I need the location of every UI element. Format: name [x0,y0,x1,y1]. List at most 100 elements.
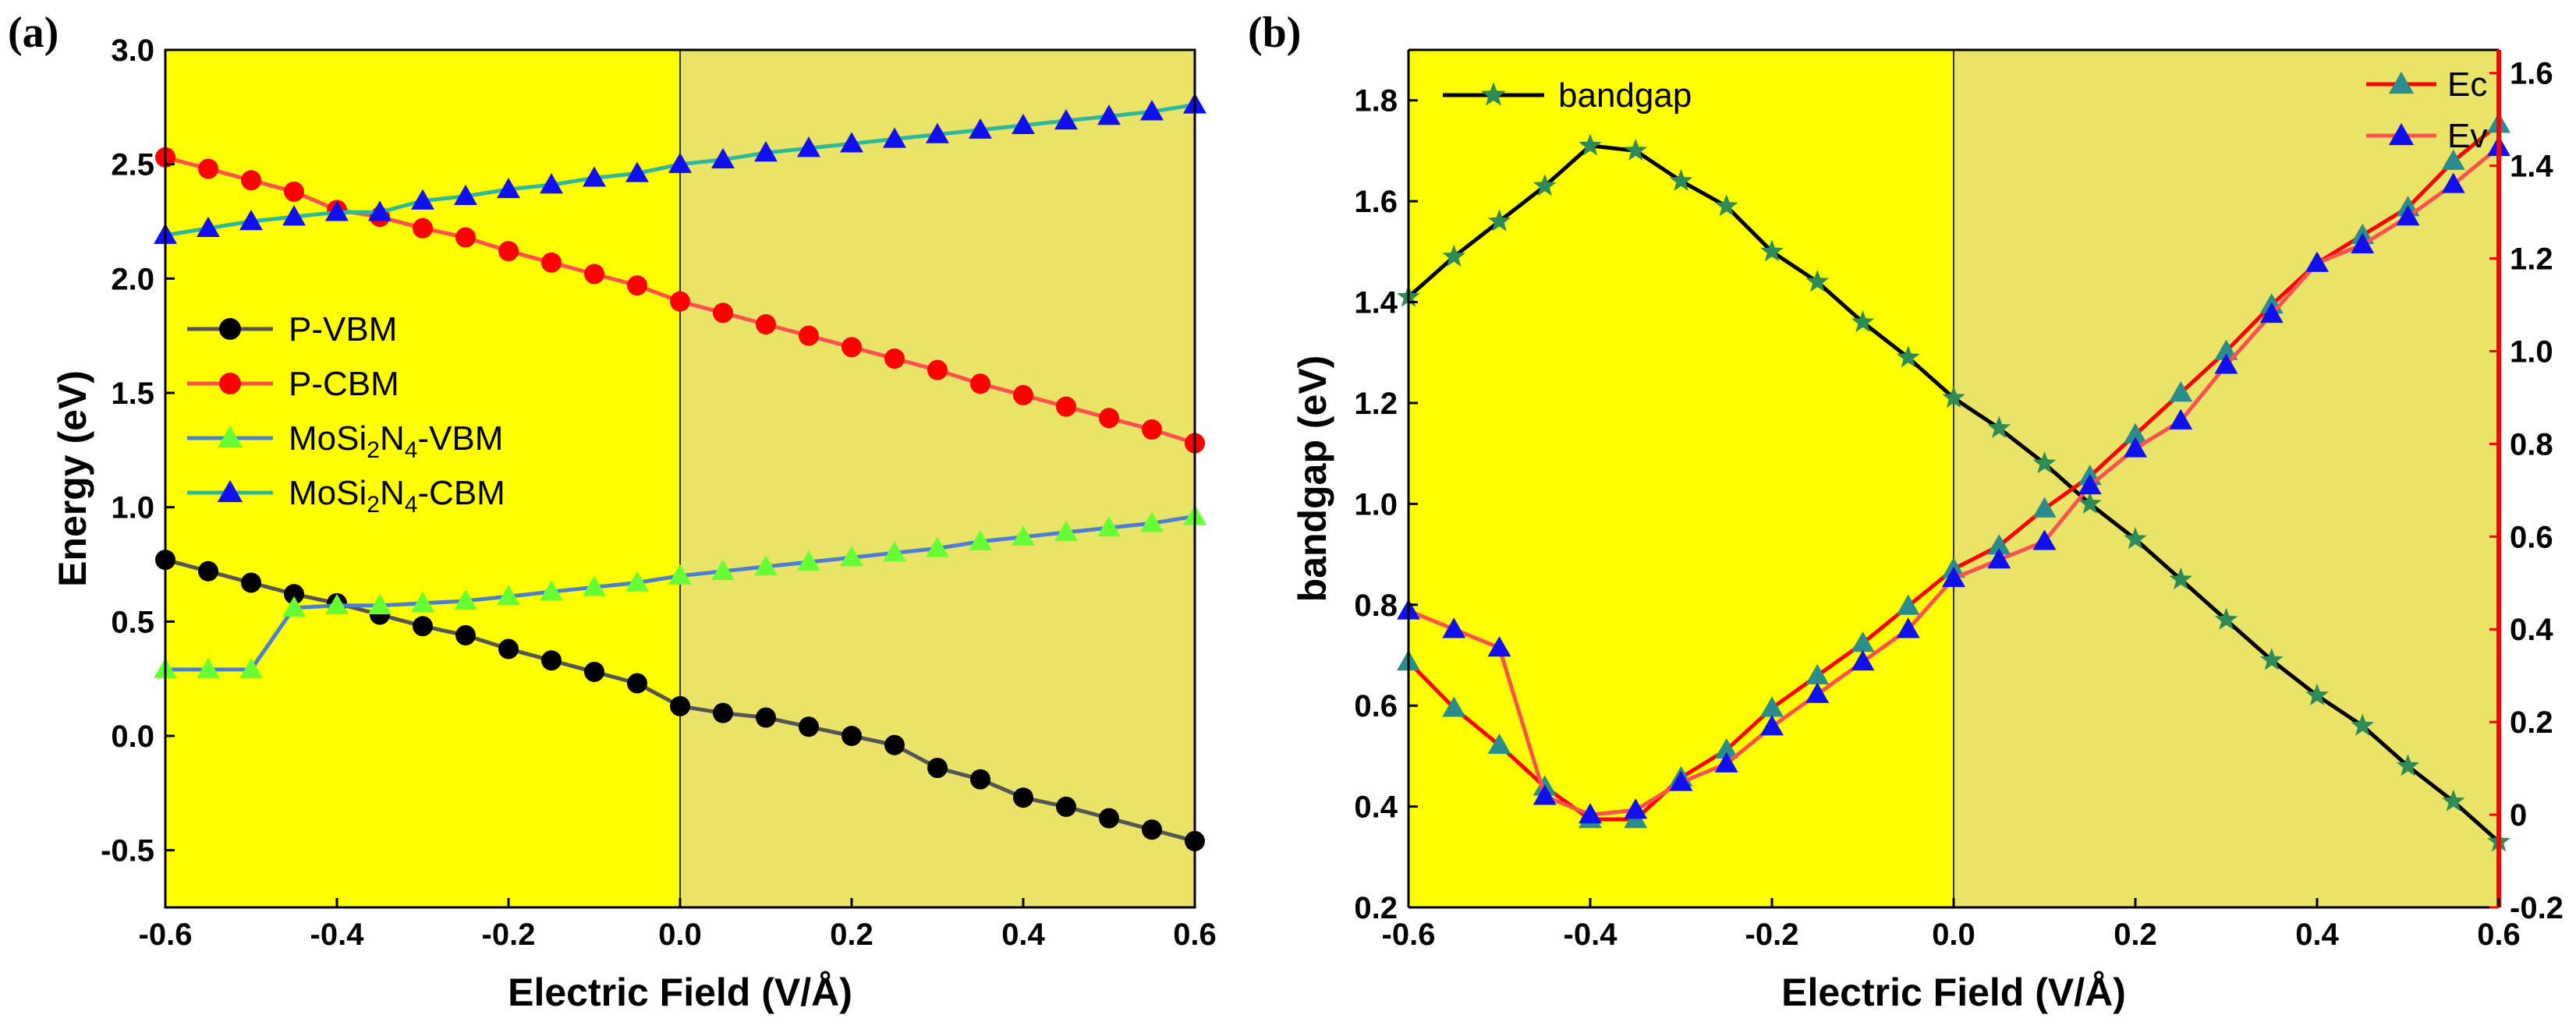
mosi2n4-cbm-point [583,166,606,187]
panel-a-x-axis-title: Electric Field (V/Å) [508,971,852,1014]
mosi2n4-vbm-point [239,657,263,679]
y-tick-label: 3.0 [111,34,154,68]
bandgap-point [2078,491,2102,514]
ev-point [2032,529,2057,550]
y-tick-label: 0.6 [1354,689,1398,723]
bandgap-point [2351,713,2375,736]
panel-a-label: (a) [8,9,58,57]
ev-point [1579,803,1602,824]
panel-b-label: (b) [1248,9,1301,57]
panel-b-bandgap-chart: -0.6 -0.4 -0.2 0.0 0.2 0.4 0.6 0.2 0.4 0.6 0.8 1.0… [1248,9,2564,1014]
x-tick-label: 0.4 [1001,918,1045,952]
y-tick-label: 1.6 [1354,185,1398,219]
ev-point [1805,682,1830,703]
ev-point [2169,408,2193,430]
mosi2n4-vbm-point [197,657,220,679]
p-cbm-point [284,181,304,202]
mosi2n4-cbm-point [282,205,306,226]
y-tick-label: 0.6 [2510,520,2553,554]
mosi2n4-cbm-point [1012,113,1035,135]
panel-a-legend: P-VBM P-CBM MoSi2N4-VBM MoSi2N4-CBM [187,310,505,518]
bandgap-point [1851,309,1875,332]
p-vbm-point [627,673,647,694]
bandgap-point [2259,648,2284,670]
y-tick-label: 1.4 [2510,150,2553,184]
y-tick-label: 0.4 [1354,790,1398,825]
panel-b-legend-right: Ec Ev [2366,65,2487,155]
mosi2n4-vbm-point [1054,520,1078,542]
bandgap-point [1532,174,1557,196]
ec-point [2124,423,2147,444]
mosi2n4-vbm-point [711,559,735,581]
p-vbm-point [670,695,690,716]
p-cbm-point [670,291,690,312]
legend-marker [2388,122,2415,146]
mosi2n4-cbm-series [154,93,1207,244]
bandgap-point [1896,345,1920,368]
p-vbm-point [1056,796,1076,817]
x-tick-label: 0.0 [658,918,702,952]
bandgap-point [2214,607,2238,630]
mosi2n4-cbm-point [454,184,477,205]
p-vbm-point [1142,819,1162,840]
legend-label: Ec [2447,65,2487,104]
legend-marker [2388,71,2415,94]
mosi2n4-vbm-point [754,554,778,576]
legend-marker [217,479,243,503]
x-tick-label: 0.2 [2114,918,2157,952]
p-cbm-point [584,263,604,285]
y-tick-label: 0.8 [2510,427,2553,461]
ec-point [1487,733,1511,755]
panel-b-left-y-axis: 0.2 0.4 0.6 0.8 1.0 1.2 1.4 1.6 1.8 [1354,84,1418,925]
mosi2n4-vbm-point [497,585,520,606]
bandgap-point [1442,244,1466,267]
ec-point [2169,381,2193,402]
mosi2n4-vbm-point [411,591,434,613]
ev-series [1397,135,2510,824]
x-tick-label: -0.4 [1564,918,1618,952]
bandgap-point [2305,683,2329,705]
legend-marker [217,425,243,448]
y-tick-label: -0.2 [2510,891,2564,925]
ev-point [1714,751,1738,773]
x-tick-label: -0.4 [310,918,365,952]
mosi2n4-vbm-point [454,589,477,610]
mosi2n4-vbm-point [625,571,649,592]
panel-a-x-axis: -0.6 -0.4 -0.2 0.0 0.2 0.4 0.6 [139,898,1217,952]
mosi2n4-cbm-point [497,177,520,199]
p-cbm-point [756,314,776,334]
panel-b-legend-left: bandgap [1443,76,1692,115]
bandgap-point [2032,451,2057,474]
ev-point [1987,548,2011,569]
ev-point [2396,205,2420,226]
x-tick-label: 0.2 [830,918,873,952]
p-cbm-point [627,275,647,296]
legend-entry-ev: Ev [2366,117,2487,155]
mosi2n4-vbm-point [583,575,606,596]
mosi2n4-cbm-point [239,210,263,231]
legend-label: MoSi2N4-CBM [289,474,505,518]
x-tick-label: -0.6 [139,918,193,952]
x-tick-label: -0.2 [1745,918,1799,952]
legend-entry-mosi2n4-vbm: MoSi2N4-VBM [187,419,503,463]
y-tick-label: 1.8 [1354,84,1398,118]
p-cbm-point [1056,396,1076,417]
p-vbm-point [284,584,304,605]
mosi2n4-cbm-point [625,161,649,182]
bandgap-point [1942,385,1965,408]
p-cbm-point [498,241,519,262]
ev-point [2124,437,2147,458]
mosi2n4-cbm-point [711,147,735,169]
mosi2n4-vbm-point [540,580,563,601]
panel-a-series-group [154,93,1207,851]
bandgap-point [1669,168,1693,191]
mosi2n4-cbm-point [325,200,349,221]
p-vbm-point [713,702,733,723]
x-tick-label: 0.6 [2477,918,2521,952]
p-cbm-point [413,217,433,239]
panel-b-right-y-axis: -0.2 0 0.2 0.4 0.6 0.8 1.0 1.2 1.4 1.6 [2489,57,2564,925]
ev-point [2078,473,2102,495]
p-vbm-point [198,560,218,582]
p-vbm-point [799,716,819,737]
